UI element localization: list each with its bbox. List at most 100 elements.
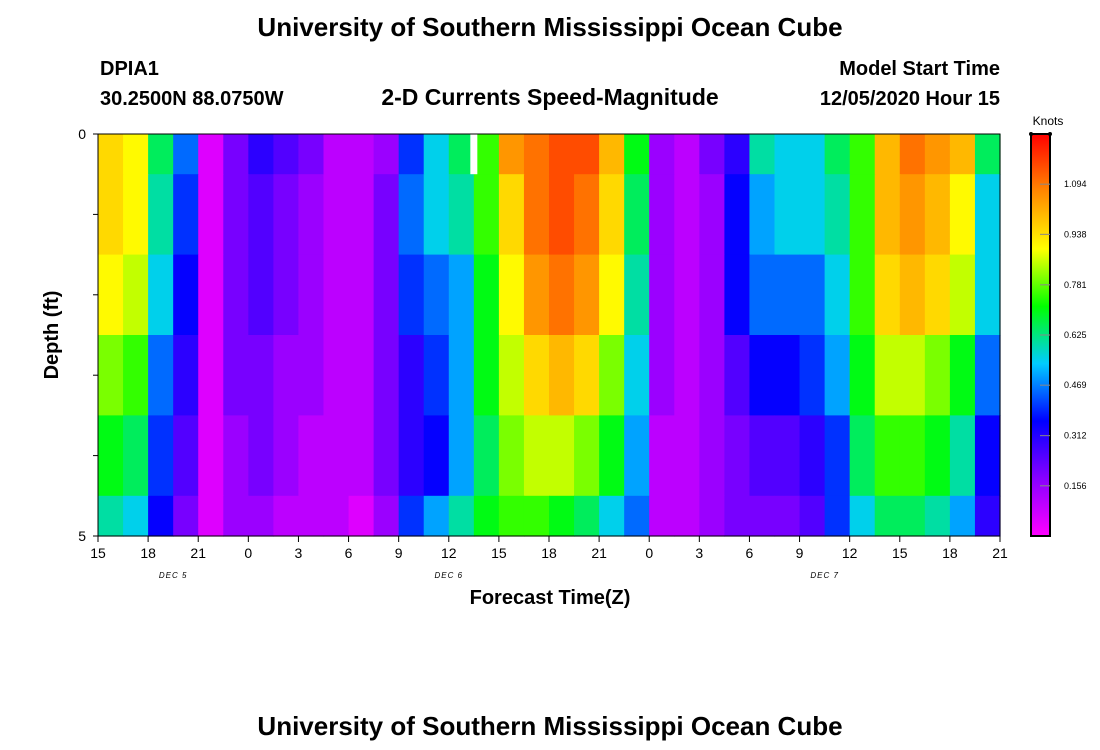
colorbar-tick-label: 1.094 bbox=[1064, 179, 1087, 189]
heatmap-cell bbox=[799, 174, 826, 256]
heatmap-cell bbox=[549, 335, 575, 416]
heatmap-cell bbox=[273, 335, 300, 416]
heatmap-cell bbox=[674, 254, 700, 336]
heatmap-cell bbox=[849, 254, 876, 336]
heatmap-cell bbox=[924, 134, 951, 175]
heatmap-cell bbox=[448, 134, 475, 175]
heatmap-cell bbox=[323, 174, 350, 256]
heatmap-cell bbox=[423, 415, 450, 497]
heatmap-cell bbox=[423, 495, 450, 537]
heatmap-cell bbox=[173, 415, 199, 497]
heatmap-cell bbox=[298, 254, 325, 336]
heatmap-cell bbox=[298, 335, 325, 416]
heatmap-cell bbox=[373, 134, 400, 175]
heatmap-cell bbox=[198, 495, 224, 537]
heatmap-cell bbox=[523, 254, 550, 336]
x-tick-label: 9 bbox=[395, 545, 403, 561]
heatmap-cell bbox=[473, 335, 500, 416]
colorbar-tick-label: 0.938 bbox=[1064, 229, 1087, 239]
heatmap-cell bbox=[473, 134, 500, 175]
x-tick-label: 12 bbox=[441, 545, 457, 561]
heatmap-cell bbox=[624, 134, 650, 175]
heatmap-cell bbox=[874, 335, 901, 416]
heatmap-cell bbox=[248, 174, 274, 256]
heatmap-cell bbox=[198, 254, 224, 336]
heatmap-cell bbox=[874, 134, 901, 175]
heatmap-cell bbox=[849, 335, 876, 416]
heatmap-cell bbox=[599, 495, 625, 537]
heatmap-cell bbox=[473, 174, 500, 256]
heatmap-cell bbox=[348, 254, 375, 336]
heatmap-cell bbox=[498, 415, 525, 497]
heatmap-cell bbox=[173, 174, 199, 256]
heatmap-cell bbox=[498, 134, 525, 175]
heatmap-cell bbox=[198, 415, 224, 497]
heatmap-cell bbox=[148, 134, 174, 175]
heatmap-cell bbox=[549, 254, 575, 336]
heatmap-cell bbox=[649, 134, 675, 175]
heatmap-cell bbox=[724, 415, 751, 497]
heatmap-cell bbox=[574, 134, 600, 175]
heatmap-cell bbox=[924, 415, 951, 497]
heatmap-cell bbox=[248, 254, 274, 336]
x-tick-label: 18 bbox=[942, 545, 958, 561]
heatmap-cell bbox=[774, 495, 801, 537]
y-axis: 05 bbox=[78, 126, 98, 544]
heatmap-cell bbox=[749, 174, 776, 256]
heatmap-cell bbox=[523, 415, 550, 497]
x-tick-label: 18 bbox=[140, 545, 156, 561]
heatmap-cell bbox=[899, 174, 926, 256]
heatmap-cell bbox=[924, 335, 951, 416]
heatmap-cell bbox=[749, 134, 776, 175]
heatmap-cell bbox=[423, 134, 450, 175]
model-start-time: 12/05/2020 Hour 15 bbox=[820, 88, 1000, 110]
heatmap-cell bbox=[674, 495, 700, 537]
heatmap-cell bbox=[148, 335, 174, 416]
heatmap-cell bbox=[148, 254, 174, 336]
heatmap-cell bbox=[173, 495, 199, 537]
x-tick-label: 15 bbox=[892, 545, 908, 561]
heatmap-cell bbox=[98, 335, 124, 416]
heatmap-cell bbox=[774, 174, 801, 256]
heatmap-cell bbox=[574, 254, 600, 336]
page-title: University of Southern Mississippi Ocean… bbox=[257, 12, 842, 42]
heatmap-cell bbox=[473, 415, 500, 497]
heatmap-cell bbox=[549, 174, 575, 256]
heatmap-cell bbox=[749, 495, 776, 537]
heatmap-cell bbox=[373, 415, 400, 497]
heatmap-cell bbox=[448, 335, 475, 416]
heatmap-cell bbox=[448, 415, 475, 497]
heatmap-cell bbox=[824, 495, 851, 537]
heatmap-cell bbox=[123, 174, 149, 256]
heatmap-cell bbox=[348, 335, 375, 416]
heatmap-cell bbox=[674, 134, 700, 175]
heatmap-cell bbox=[373, 174, 400, 256]
heatmap-cell bbox=[799, 335, 826, 416]
heatmap-cell bbox=[949, 254, 976, 336]
colorbar-tick-label: 0.156 bbox=[1064, 481, 1087, 491]
heatmap-cell bbox=[423, 254, 450, 336]
station-id: DPIA1 bbox=[100, 58, 159, 80]
heatmap-cell bbox=[98, 254, 124, 336]
heatmap-cell bbox=[423, 174, 450, 256]
heatmap-cell bbox=[599, 254, 625, 336]
heatmap-cell bbox=[198, 335, 224, 416]
y-tick-label: 0 bbox=[78, 126, 86, 142]
heatmap-cell bbox=[924, 495, 951, 537]
x-tick-label: 21 bbox=[591, 545, 607, 561]
heatmap-cell bbox=[974, 415, 1001, 497]
heatmap-cell bbox=[824, 254, 851, 336]
heatmap-cell bbox=[674, 415, 700, 497]
heatmap-cell bbox=[298, 495, 325, 537]
heatmap-cell bbox=[348, 174, 375, 256]
heatmap-cell bbox=[699, 174, 725, 256]
heatmap-cell bbox=[373, 254, 400, 336]
heatmap-cell bbox=[649, 495, 675, 537]
heatmap-cell bbox=[549, 415, 575, 497]
heatmap-cell bbox=[549, 495, 575, 537]
heatmap-cell bbox=[423, 335, 450, 416]
heatmap-cell bbox=[498, 254, 525, 336]
x-date-label: DEC 6 bbox=[434, 571, 463, 580]
heatmap-cell bbox=[724, 134, 751, 175]
y-axis-label: Depth (ft) bbox=[41, 291, 63, 380]
